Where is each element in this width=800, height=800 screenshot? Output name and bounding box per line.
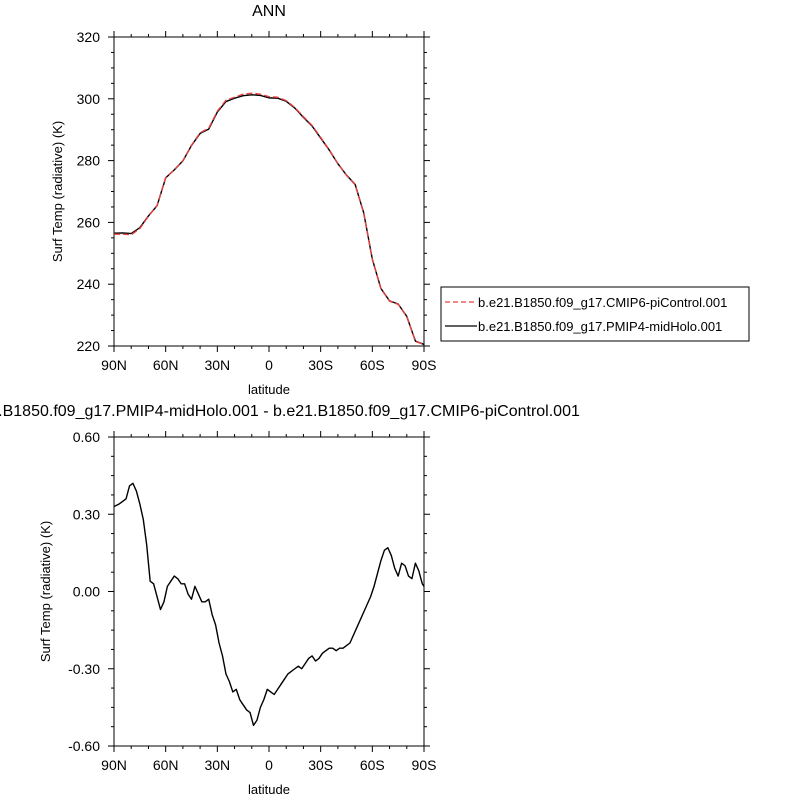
series-line-solid: [113, 482, 425, 727]
legend: b.e21.B1850.f09_g17.CMIP6-piControl.001 …: [440, 286, 750, 342]
series-line-dashed: [114, 92, 425, 346]
legend-label-picontrol: b.e21.B1850.f09_g17.CMIP6-piControl.001: [478, 295, 727, 310]
y-tick-label: -0.30: [68, 661, 100, 677]
x-tick-label: 60N: [153, 357, 179, 373]
x-axis-label-bottom: latitude: [248, 782, 290, 797]
y-tick-label: 260: [77, 214, 101, 230]
x-tick-label: 0: [265, 357, 273, 373]
y-tick-label: 220: [77, 338, 101, 354]
legend-box: [440, 286, 750, 342]
plot-bottom-diff: b.e21.B1850.f09_g17.PMIP4-midHolo.001 - …: [0, 403, 580, 797]
plot-top-ann: ANN latitude Surf Temp (radiative) (K) 9…: [50, 3, 436, 397]
series-line-solid: [113, 94, 425, 346]
legend-label-midholo: b.e21.B1850.f09_g17.PMIP4-midHolo.001: [478, 319, 722, 334]
y-tick-label: 0.30: [73, 506, 100, 522]
axis-ticks-top: 90N 60N 30N 0 30S 60S 90S 220 240 260 280 300 320: [77, 29, 437, 373]
x-tick-label: 90S: [412, 757, 437, 773]
y-tick-label: 0.00: [73, 584, 100, 600]
y-tick-label: -0.60: [68, 738, 100, 754]
x-tick-label: 60S: [360, 357, 385, 373]
y-tick-label: 0.60: [73, 429, 100, 445]
x-tick-label: 90N: [101, 357, 127, 373]
plot-title-top: ANN: [252, 3, 286, 20]
x-axis-label-top: latitude: [248, 382, 290, 397]
y-axis-label-top: Surf Temp (radiative) (K): [50, 121, 65, 262]
plot-frame-bottom: [113, 436, 425, 747]
x-tick-label: 60S: [360, 757, 385, 773]
x-tick-label: 90S: [412, 357, 437, 373]
x-tick-label: 90N: [101, 757, 127, 773]
y-tick-label: 300: [77, 91, 101, 107]
x-tick-label: 30N: [204, 757, 230, 773]
x-tick-label: 30S: [308, 757, 333, 773]
x-tick-label: 60N: [153, 757, 179, 773]
plot-frame-top: [113, 36, 425, 347]
y-tick-label: 320: [77, 29, 101, 45]
y-tick-label: 240: [77, 276, 101, 292]
x-tick-label: 30S: [308, 357, 333, 373]
y-tick-label: 280: [77, 153, 101, 169]
x-tick-label: 0: [265, 757, 273, 773]
series-group-bottom: [113, 482, 425, 727]
x-tick-label: 30N: [204, 357, 230, 373]
plot-title-bottom: b.e21.B1850.f09_g17.PMIP4-midHolo.001 - …: [0, 403, 580, 420]
y-axis-label-bottom: Surf Temp (radiative) (K): [38, 521, 53, 662]
series-group-top: [113, 92, 425, 346]
axis-ticks-bottom: 90N 60N 30N 0 30S 60S 90S 0.60 0.30 0.00 -0.30 -0.6…: [68, 429, 436, 773]
